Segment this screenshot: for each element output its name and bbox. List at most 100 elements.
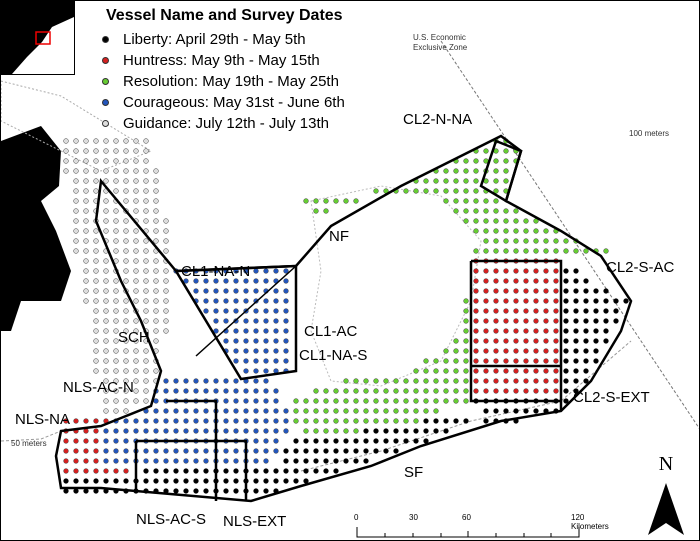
survey-station-dot <box>283 468 289 474</box>
survey-station-dot <box>213 308 219 314</box>
survey-station-dot <box>83 298 89 304</box>
survey-station-dot <box>173 478 179 484</box>
survey-station-dot <box>443 188 449 194</box>
survey-station-dot <box>473 288 479 294</box>
survey-station-dot <box>213 328 219 334</box>
survey-station-dot <box>93 188 99 194</box>
survey-station-dot <box>103 448 109 454</box>
survey-station-dot <box>243 428 249 434</box>
survey-station-dot <box>493 378 499 384</box>
survey-station-dot <box>553 298 559 304</box>
survey-station-dot <box>413 378 419 384</box>
survey-station-dot <box>453 188 459 194</box>
survey-station-dot <box>193 428 199 434</box>
survey-station-dot <box>273 358 279 364</box>
survey-station-dot <box>463 318 469 324</box>
survey-station-dot <box>543 268 549 274</box>
survey-station-dot <box>173 458 179 464</box>
survey-station-dot <box>363 378 369 384</box>
survey-station-dot <box>513 308 519 314</box>
region-label: CL1-NA-S <box>299 347 368 364</box>
legend-label: Guidance: July 12th - July 13th <box>123 115 329 132</box>
survey-station-dot <box>203 378 209 384</box>
survey-station-dot <box>123 148 129 154</box>
survey-station-dot <box>103 388 109 394</box>
survey-station-dot <box>573 348 579 354</box>
survey-station-dot <box>123 388 129 394</box>
survey-station-dot <box>283 338 289 344</box>
survey-station-dot <box>93 248 99 254</box>
survey-station-dot <box>303 398 309 404</box>
survey-station-dot <box>503 308 509 314</box>
survey-station-dot <box>93 428 99 434</box>
survey-station-dot <box>443 418 449 424</box>
survey-station-dot <box>153 228 159 234</box>
survey-station-dot <box>363 408 369 414</box>
survey-station-dot <box>273 318 279 324</box>
survey-station-dot <box>533 358 539 364</box>
survey-station-dot <box>123 238 129 244</box>
survey-station-dot <box>163 468 169 474</box>
survey-station-dot <box>443 168 449 174</box>
survey-station-dot <box>293 398 299 404</box>
survey-station-dot <box>493 178 499 184</box>
survey-station-dot <box>313 208 319 214</box>
survey-station-dot <box>233 278 239 284</box>
survey-station-dot <box>573 268 579 274</box>
survey-station-dot <box>513 338 519 344</box>
survey-station-dot <box>383 398 389 404</box>
survey-station-dot <box>453 388 459 394</box>
survey-station-dot <box>283 408 289 414</box>
survey-station-dot <box>483 358 489 364</box>
survey-station-dot <box>253 318 259 324</box>
survey-station-dot <box>253 338 259 344</box>
survey-station-dot <box>63 438 69 444</box>
survey-station-dot <box>533 228 539 234</box>
survey-station-dot <box>93 328 99 334</box>
survey-station-dot <box>433 408 439 414</box>
survey-station-dot <box>253 278 259 284</box>
survey-station-dot <box>393 428 399 434</box>
survey-station-dot <box>373 438 379 444</box>
survey-station-dot <box>463 158 469 164</box>
survey-station-dot <box>343 448 349 454</box>
survey-station-dot <box>263 478 269 484</box>
survey-station-dot <box>263 418 269 424</box>
survey-station-dot <box>453 338 459 344</box>
survey-station-dot <box>103 338 109 344</box>
survey-station-dot <box>393 378 399 384</box>
survey-station-dot <box>443 428 449 434</box>
survey-station-dot <box>133 358 139 364</box>
survey-station-dot <box>163 228 169 234</box>
survey-station-dot <box>123 258 129 264</box>
survey-station-dot <box>503 168 509 174</box>
survey-station-dot <box>233 388 239 394</box>
survey-station-dot <box>563 248 569 254</box>
survey-station-dot <box>523 248 529 254</box>
survey-station-dot <box>283 278 289 284</box>
survey-station-dot <box>253 348 259 354</box>
survey-station-dot <box>243 288 249 294</box>
survey-station-dot <box>523 278 529 284</box>
survey-station-dot <box>243 358 249 364</box>
survey-station-dot <box>413 368 419 374</box>
survey-station-dot <box>103 178 109 184</box>
survey-station-dot <box>483 208 489 214</box>
survey-station-dot <box>263 468 269 474</box>
legend-label: Resolution: May 19th - May 25th <box>123 73 339 90</box>
survey-station-dot <box>163 408 169 414</box>
survey-station-dot <box>263 298 269 304</box>
survey-station-dot <box>133 428 139 434</box>
survey-station-dot <box>433 398 439 404</box>
survey-station-dot <box>523 368 529 374</box>
survey-station-dot <box>133 138 139 144</box>
survey-station-dot <box>183 458 189 464</box>
survey-station-dot <box>383 388 389 394</box>
survey-station-dot <box>93 368 99 374</box>
survey-station-dot <box>263 308 269 314</box>
survey-station-dot <box>113 448 119 454</box>
survey-station-dot <box>243 398 249 404</box>
survey-station-dot <box>493 408 499 414</box>
legend-item-guidance: Guidance: July 12th - July 13th <box>96 113 345 134</box>
survey-station-dot <box>243 338 249 344</box>
